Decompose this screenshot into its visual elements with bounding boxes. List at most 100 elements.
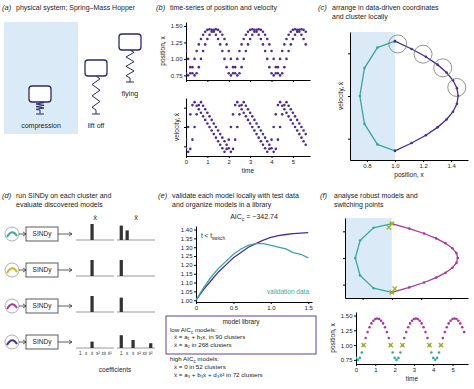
point [391, 291, 394, 294]
point [298, 133, 301, 136]
tick-mark [194, 291, 196, 292]
point [219, 30, 222, 33]
point [198, 108, 201, 111]
coefficient-bar [131, 240, 134, 241]
point [204, 108, 207, 111]
point [189, 148, 192, 151]
coefficient-bar [149, 240, 152, 241]
point [281, 50, 284, 53]
tick: 0.75 [341, 357, 356, 363]
plot-area [186, 101, 307, 153]
point [186, 50, 187, 53]
column-header: ẋ [93, 213, 97, 222]
compression-shade [4, 22, 78, 134]
point [193, 74, 196, 77]
tick-label: 0.75 [171, 73, 183, 79]
point [225, 143, 228, 146]
point [195, 72, 198, 75]
point [418, 319, 421, 322]
y-axis: 0.751.001.251.50 [171, 23, 187, 81]
point [191, 72, 194, 75]
tick: 2 [393, 364, 397, 373]
point [420, 322, 423, 325]
point [445, 326, 448, 329]
plot-area [359, 35, 466, 152]
switch-marker [427, 343, 431, 347]
point [227, 138, 230, 141]
tick-mark [229, 80, 230, 82]
point [432, 357, 435, 360]
panel-label: (f) [320, 191, 328, 200]
point [187, 74, 190, 77]
point [359, 357, 362, 360]
tick-mark [343, 285, 345, 286]
tick-mark [184, 146, 186, 147]
point [204, 30, 207, 33]
coefficient-bar [120, 260, 123, 276]
point [302, 29, 305, 32]
point [285, 101, 288, 104]
y-axis-title: velocity, ẋ [337, 81, 345, 110]
point [198, 104, 201, 107]
point [230, 126, 233, 129]
y-axis [348, 33, 351, 161]
point [285, 38, 288, 41]
point [202, 104, 205, 107]
point [260, 140, 263, 143]
point [272, 126, 275, 129]
point [247, 30, 250, 33]
plot-area [186, 28, 307, 77]
coefficient-bar [108, 276, 111, 277]
sindy-box [26, 263, 58, 277]
switch-marker [389, 343, 393, 347]
hopper-label: lift off [88, 122, 105, 129]
coefficient-bar [126, 276, 129, 277]
tick-mark [207, 80, 208, 82]
point [236, 74, 239, 77]
tick-mark [348, 139, 350, 140]
plot-area [356, 317, 465, 361]
tick: 1.4 [447, 160, 456, 169]
point [364, 337, 367, 340]
point [397, 357, 400, 360]
coefficient-bar [131, 340, 134, 348]
tick-mark [343, 231, 345, 232]
tick-label: 1.35 [181, 236, 193, 242]
y-axis-title: velocity, ẋ [173, 112, 181, 141]
panel-title: arrange in data-driven coordinates [332, 4, 439, 12]
sindy-label: SINDy [33, 338, 53, 346]
sindy-label: SINDy [33, 230, 53, 238]
point [191, 104, 194, 107]
tick-mark [271, 302, 272, 304]
tick-label: 1.05 [181, 289, 193, 295]
point [399, 351, 402, 354]
tick: 4 [270, 156, 274, 165]
coefficient-bar [90, 296, 93, 312]
point [436, 357, 439, 360]
tick-mark [395, 160, 396, 162]
coefficient-bar [149, 343, 152, 348]
panel-title: validate each model locally with test da… [172, 192, 299, 200]
point [264, 147, 267, 150]
point [281, 113, 284, 116]
point [283, 43, 286, 46]
point [424, 331, 427, 334]
point [245, 33, 248, 36]
cluster [414, 45, 432, 63]
text-part: t < t [201, 232, 212, 239]
point [240, 108, 243, 111]
coefficient-bar [96, 276, 99, 277]
tick-label: 3 [249, 159, 253, 165]
point [362, 344, 365, 347]
coefficient-bar [137, 276, 140, 277]
point [242, 58, 245, 61]
point [389, 344, 392, 347]
point [426, 337, 429, 340]
point [236, 126, 239, 129]
point [368, 326, 371, 329]
point [300, 136, 303, 139]
tick [343, 285, 345, 286]
subscript: switch [212, 236, 225, 241]
tick-mark [348, 53, 350, 54]
tick-label: 1.00 [171, 56, 183, 62]
